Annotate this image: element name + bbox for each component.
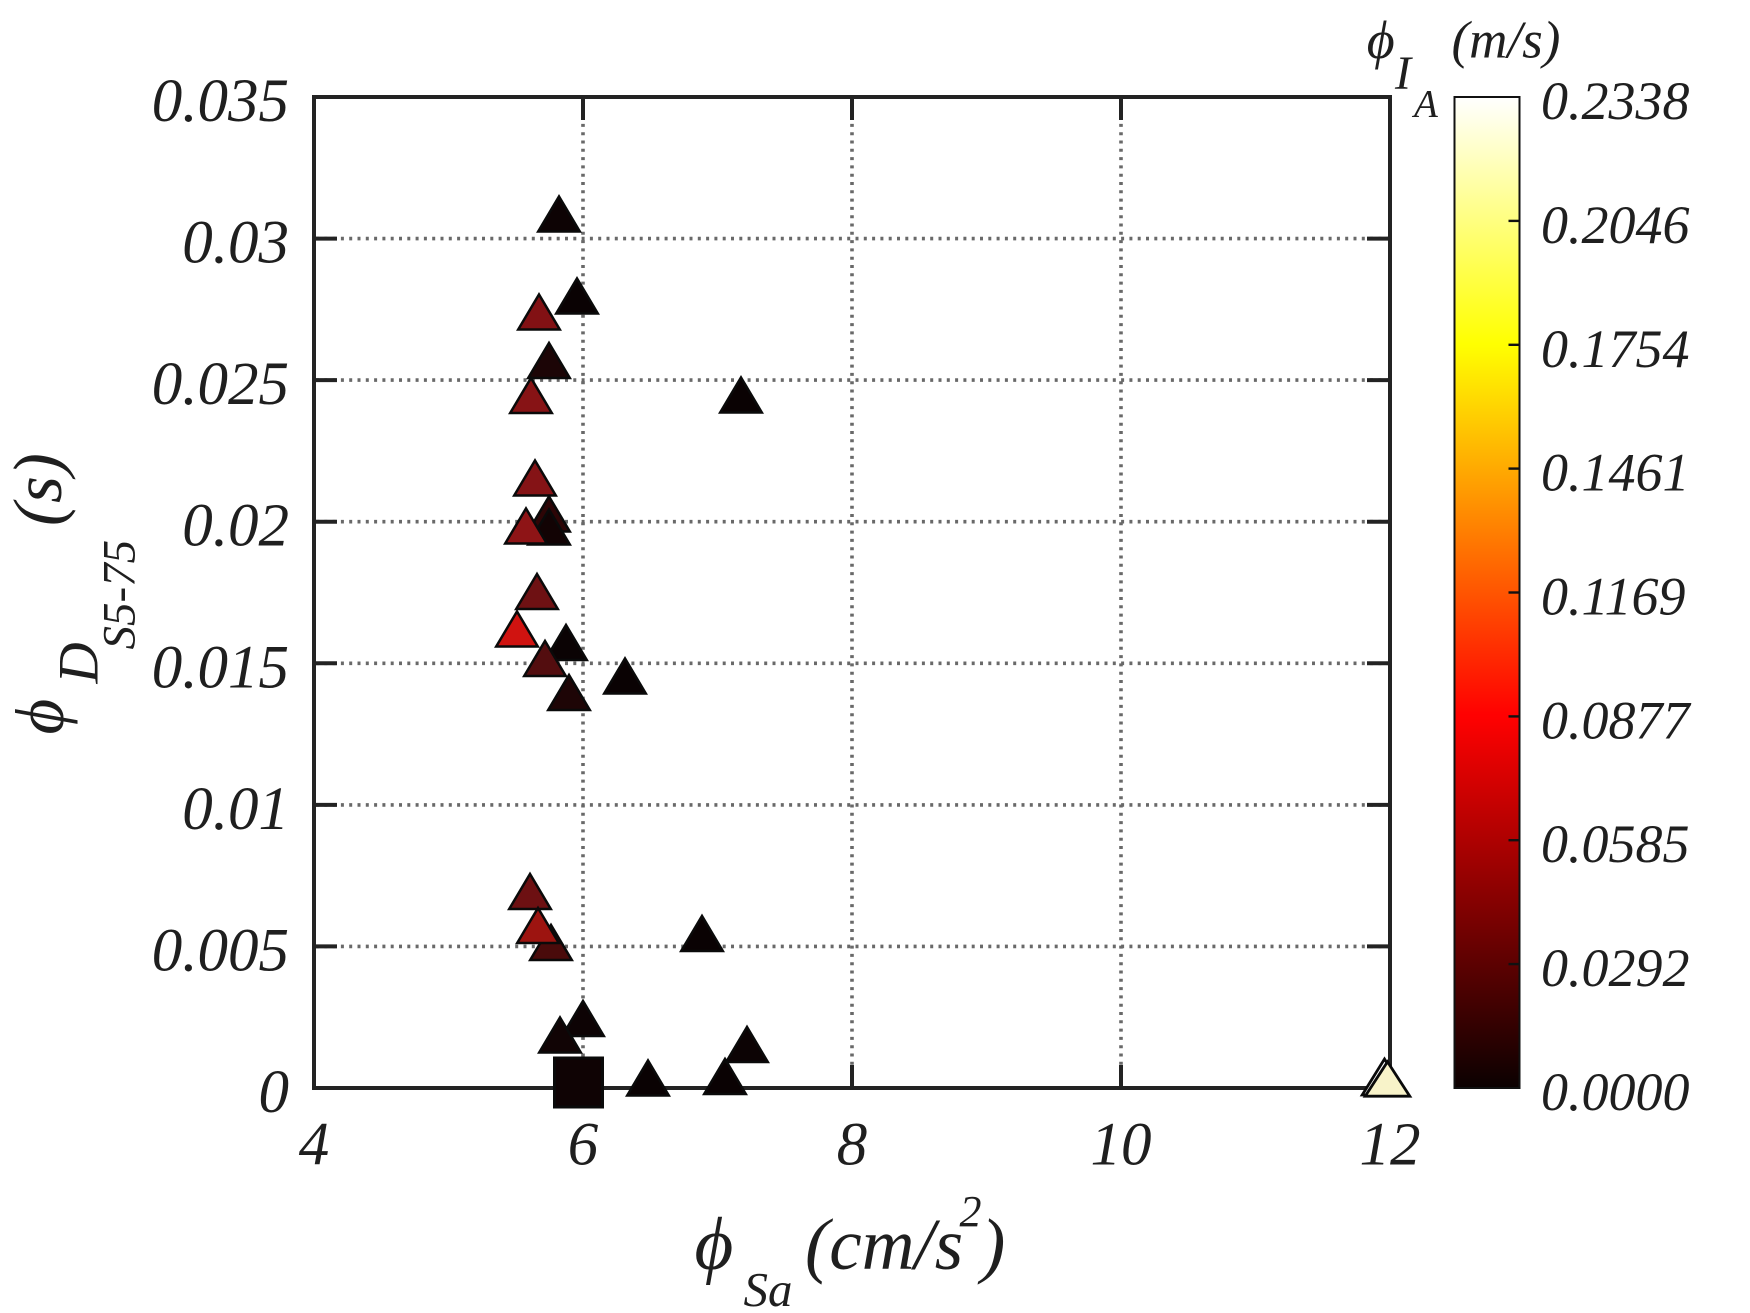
svg-text:8: 8 <box>837 1112 868 1179</box>
svg-text:A: A <box>1411 83 1438 126</box>
svg-text:ϕ: ϕ <box>1367 10 1395 70</box>
svg-text:D: D <box>48 642 111 684</box>
svg-text:0.1169: 0.1169 <box>1541 567 1686 627</box>
svg-text:0.0585: 0.0585 <box>1541 814 1690 874</box>
svg-text:0.0877: 0.0877 <box>1541 690 1692 750</box>
svg-text:): ) <box>977 1204 1005 1285</box>
svg-text:0.025: 0.025 <box>152 351 289 418</box>
svg-text:0.01: 0.01 <box>182 776 289 843</box>
svg-text:6: 6 <box>568 1112 599 1179</box>
svg-text:0.02: 0.02 <box>182 493 289 560</box>
svg-text:2: 2 <box>960 1187 982 1236</box>
svg-text:0: 0 <box>259 1059 290 1126</box>
svg-text:(m/s): (m/s) <box>1452 12 1561 70</box>
svg-text:0.2338: 0.2338 <box>1541 71 1690 131</box>
svg-text:(s): (s) <box>0 453 76 526</box>
svg-text:0.1754: 0.1754 <box>1541 319 1690 379</box>
svg-text:I: I <box>1394 47 1413 100</box>
svg-text:S5-75: S5-75 <box>94 540 146 650</box>
svg-text:0.03: 0.03 <box>182 210 289 277</box>
svg-text:ϕ: ϕ <box>2 699 78 735</box>
svg-text:Sa: Sa <box>744 1262 793 1313</box>
svg-text:10: 10 <box>1091 1112 1152 1179</box>
svg-text:0.2046: 0.2046 <box>1541 195 1690 255</box>
svg-text:12: 12 <box>1360 1112 1421 1179</box>
svg-text:0.005: 0.005 <box>152 917 289 984</box>
svg-text:0.035: 0.035 <box>152 68 289 135</box>
svg-text:0.015: 0.015 <box>152 634 289 701</box>
svg-text:0.0000: 0.0000 <box>1541 1062 1690 1122</box>
svg-text:4: 4 <box>299 1112 330 1179</box>
svg-text:0.1461: 0.1461 <box>1541 443 1690 503</box>
svg-text:ϕ: ϕ <box>695 1203 734 1286</box>
svg-text:0.0292: 0.0292 <box>1541 938 1690 998</box>
svg-text:(cm/s: (cm/s <box>805 1204 963 1285</box>
